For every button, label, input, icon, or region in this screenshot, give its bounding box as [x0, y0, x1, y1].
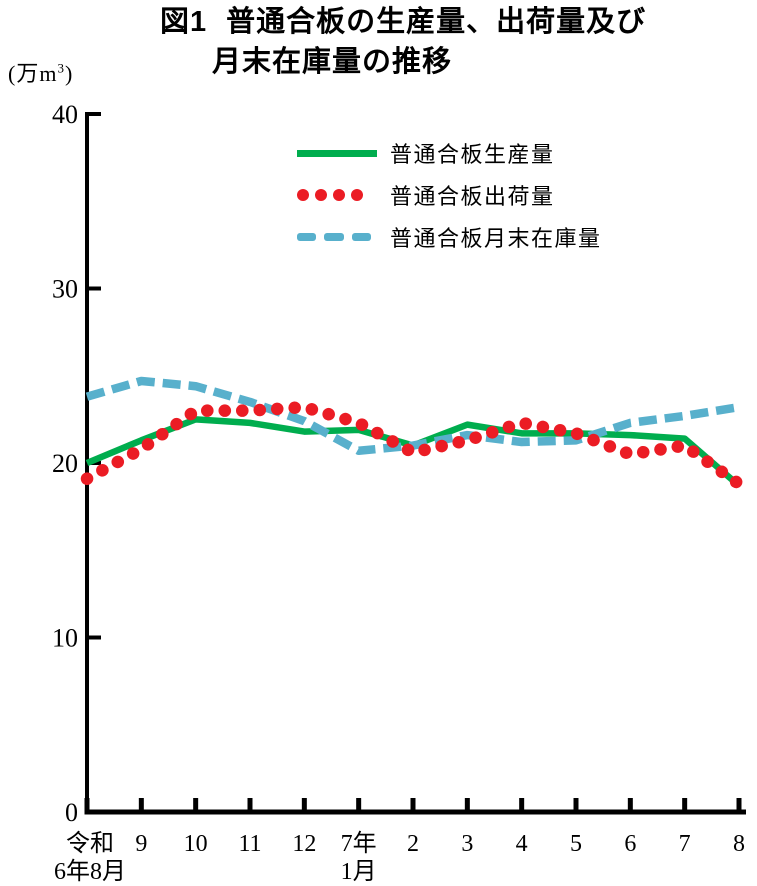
y-tick-label: 30 — [52, 275, 78, 304]
x-tick-label: 7 — [679, 831, 691, 857]
y-tick-label: 40 — [52, 100, 78, 129]
series-inventory-line — [85, 376, 740, 456]
y-tick-label: 0 — [65, 798, 78, 827]
legend-swatch-segment — [297, 233, 317, 241]
chart-title-line2: 月末在庫量の推移 — [212, 46, 453, 78]
legend-item-production: 普通合板生産量 — [297, 132, 602, 174]
legend-swatch-segment — [324, 233, 344, 241]
y-tick-label: 10 — [52, 624, 78, 653]
x-tick-label: 令和 — [66, 830, 114, 857]
x-tick-label: 3 — [461, 831, 473, 857]
legend-item-inventory: 普通合板月末在庫量 — [297, 216, 602, 258]
y-axis-unit-suffix: ) — [64, 61, 74, 86]
x-tick-label: 11 — [238, 831, 261, 857]
legend-swatch-segment — [297, 189, 309, 201]
x-tick-label: 12 — [292, 831, 316, 857]
x-tick-label: 2 — [407, 831, 419, 857]
chart-title: 図1 普通合板の生産量、出荷量及び 月末在庫量の推移 — [160, 2, 646, 82]
legend-swatch-segment — [333, 189, 345, 201]
x-tick-label: 5 — [570, 831, 582, 857]
x-tick-label: 6年8月 — [54, 858, 126, 885]
legend-swatch-dotted-line — [297, 189, 379, 201]
legend-item-shipments: 普通合板出荷量 — [297, 174, 602, 216]
legend-swatch-dashed-line — [297, 233, 379, 241]
legend-label-shipments: 普通合板出荷量 — [390, 184, 555, 209]
x-tick-label: 9 — [135, 831, 147, 857]
x-tick-label: 10 — [184, 831, 208, 857]
legend-swatch-segment — [351, 233, 371, 241]
legend: 普通合板生産量 普通合板出荷量 普通合板月末在庫量 — [297, 132, 602, 258]
y-axis-unit-prefix: (万m — [8, 61, 58, 86]
legend-swatch-segment — [351, 189, 363, 201]
legend-swatch-solid-line — [297, 149, 379, 157]
x-tick-label: 8 — [733, 831, 745, 857]
x-tick-label: 1月 — [341, 859, 377, 885]
legend-label-production: 普通合板生産量 — [390, 142, 555, 167]
y-tick-label: 20 — [52, 449, 78, 478]
x-tick-label: 7年 — [341, 830, 377, 857]
x-tick-label: 4 — [516, 831, 528, 857]
legend-swatch-segment — [297, 149, 377, 157]
series-shipments-line — [80, 400, 746, 491]
y-axis-unit-label: (万m3) — [8, 56, 73, 88]
chart-title-line1: 図1 普通合板の生産量、出荷量及び — [160, 6, 647, 38]
legend-label-inventory: 普通合板月末在庫量 — [390, 226, 602, 251]
x-tick-label: 6 — [624, 831, 636, 857]
y-axis-unit-superscript: 3 — [57, 60, 65, 76]
legend-swatch-segment — [315, 189, 327, 201]
